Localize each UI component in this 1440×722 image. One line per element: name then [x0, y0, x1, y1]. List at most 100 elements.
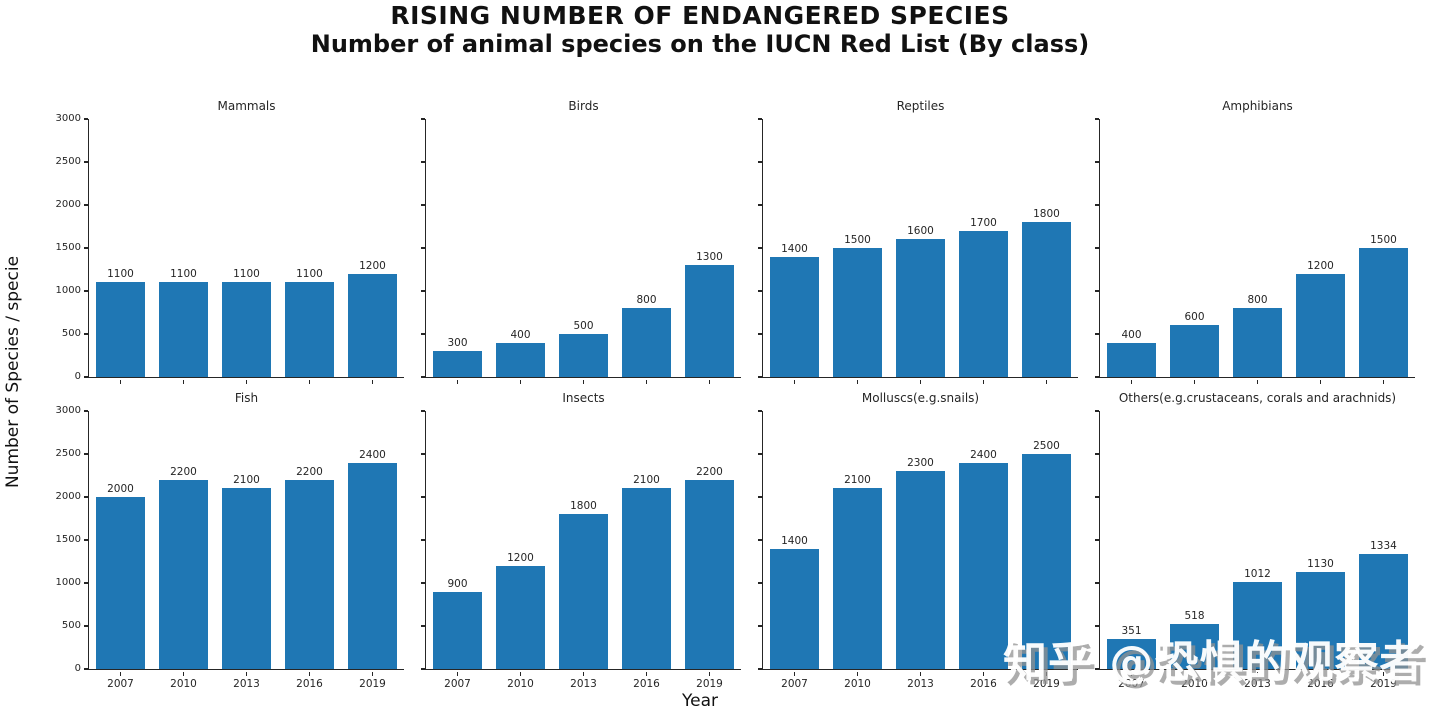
x-tick-mark — [982, 671, 985, 676]
bar-slot: 2100 — [215, 411, 278, 669]
x-tick-mark — [1193, 671, 1196, 676]
bar-slot: 800 — [615, 119, 678, 377]
y-tick-label: 500 — [61, 620, 81, 631]
bar-slot: 1500 — [1352, 119, 1415, 377]
subplot-insects: Insects 900 1200 1800 2100 2200 2007 2010 2013 20… — [421, 391, 741, 690]
bar-value-label: 900 — [447, 577, 468, 590]
bar — [621, 308, 672, 377]
y-tick-mark — [84, 204, 88, 206]
bar-value-label: 2500 — [1033, 440, 1060, 452]
bar-slot: 1400 — [763, 119, 826, 377]
bar-slot: 1800 — [1015, 119, 1078, 377]
bar-slot: 500 — [552, 119, 615, 377]
bar — [1358, 248, 1409, 377]
bar — [895, 471, 946, 669]
bar-value-label: 351 — [1121, 624, 1142, 637]
x-tick-mark — [1382, 379, 1385, 384]
y-tick-mark — [421, 161, 425, 163]
y-tick-mark — [1095, 290, 1099, 292]
y-tick-mark — [421, 376, 425, 378]
bar-value-label: 400 — [1121, 328, 1142, 341]
bar — [621, 488, 672, 669]
y-tick-label: 0 — [74, 663, 81, 674]
bar-slot: 1500 — [826, 119, 889, 377]
y-tick-mark — [84, 376, 88, 378]
y-tick-mark — [84, 410, 88, 412]
x-tick-label: 2010 — [1181, 678, 1208, 690]
subplot-fish: Fish 0 500 1000 1500 2000 2500 3000 2000 2200 2100… — [56, 391, 404, 690]
bar — [832, 488, 883, 669]
bar-slot: 2200 — [152, 411, 215, 669]
bars-container: 1400 2100 2300 2400 2500 — [763, 411, 1078, 669]
x-tick-mark — [1045, 379, 1048, 384]
y-tick-mark — [421, 333, 425, 335]
y-tick-label: 3000 — [55, 405, 81, 416]
bars-container: 2000 2200 2100 2200 2400 — [89, 411, 404, 669]
bar-value-label: 1700 — [970, 216, 997, 229]
bar-value-label: 1500 — [1370, 234, 1397, 246]
y-tick-mark — [421, 247, 425, 249]
subplot-mammals: Mammals 0 500 1000 1500 2000 2500 3000 1100 1100 1… — [56, 99, 404, 384]
bar — [1295, 571, 1346, 669]
bar — [158, 282, 209, 377]
bar-slot: 900 — [426, 411, 489, 669]
bar-value-label: 2400 — [970, 448, 997, 461]
bar — [221, 488, 272, 669]
bar — [769, 256, 820, 377]
y-tick-mark — [1095, 410, 1099, 412]
chart-title: RISING NUMBER OF ENDANGERED SPECIES — [390, 1, 1010, 30]
bar-value-label: 1800 — [1033, 208, 1060, 221]
y-tick-label: 1500 — [55, 534, 81, 545]
x-tick-mark — [1130, 671, 1133, 676]
x-tick-label: 2007 — [107, 678, 134, 690]
bar-value-label: 1200 — [1307, 259, 1334, 272]
y-tick-mark — [421, 453, 425, 455]
y-tick-label: 0 — [74, 371, 81, 382]
y-tick-mark — [1095, 161, 1099, 163]
x-tick-label: 2016 — [970, 678, 997, 690]
bar — [95, 282, 146, 377]
subplot-title: Reptiles — [896, 99, 945, 113]
bar-slot: 2500 — [1015, 411, 1078, 669]
bar — [1169, 325, 1220, 377]
subplot-birds: Birds 300 400 500 800 1300 — [421, 99, 741, 384]
bar — [95, 497, 146, 669]
x-tick-mark — [1382, 671, 1385, 676]
bar-slot: 2100 — [615, 411, 678, 669]
bar-slot: 2100 — [826, 411, 889, 669]
bar-value-label: 2100 — [233, 474, 260, 487]
bar — [347, 273, 398, 377]
bar-value-label: 1100 — [233, 268, 260, 281]
y-tick-mark — [84, 161, 88, 163]
y-tick-mark — [1095, 376, 1099, 378]
x-tick-label: 2007 — [781, 678, 808, 690]
bars-container: 1100 1100 1100 1100 1200 — [89, 119, 404, 377]
bar-value-label: 1200 — [507, 551, 534, 564]
bar-slot: 800 — [1226, 119, 1289, 377]
y-tick-mark — [421, 625, 425, 627]
bar-value-label: 1100 — [170, 268, 197, 281]
bar-slot: 1130 — [1289, 411, 1352, 669]
y-tick-mark — [1095, 204, 1099, 206]
y-tick-mark — [758, 204, 762, 206]
bar — [832, 248, 883, 377]
y-tick-mark — [758, 161, 762, 163]
x-tick-label: 2016 — [296, 678, 323, 690]
bar-slot: 1100 — [215, 119, 278, 377]
y-tick-mark — [1095, 668, 1099, 670]
x-tick-mark — [119, 379, 122, 384]
bar-slot: 1400 — [763, 411, 826, 669]
bars-container: 1400 1500 1600 1700 1800 — [763, 119, 1078, 377]
y-tick-mark — [421, 539, 425, 541]
x-tick-label: 2010 — [844, 678, 871, 690]
bar-value-label: 2200 — [696, 465, 723, 478]
bar — [684, 479, 735, 669]
bar-slot: 1200 — [489, 411, 552, 669]
y-tick-mark — [758, 247, 762, 249]
bar-slot: 1200 — [341, 119, 404, 377]
x-tick-label: 2013 — [907, 678, 934, 690]
x-tick-label: 2013 — [233, 678, 260, 690]
y-tick-mark — [421, 290, 425, 292]
x-tick-mark — [1319, 671, 1322, 676]
x-tick-mark — [245, 379, 248, 384]
